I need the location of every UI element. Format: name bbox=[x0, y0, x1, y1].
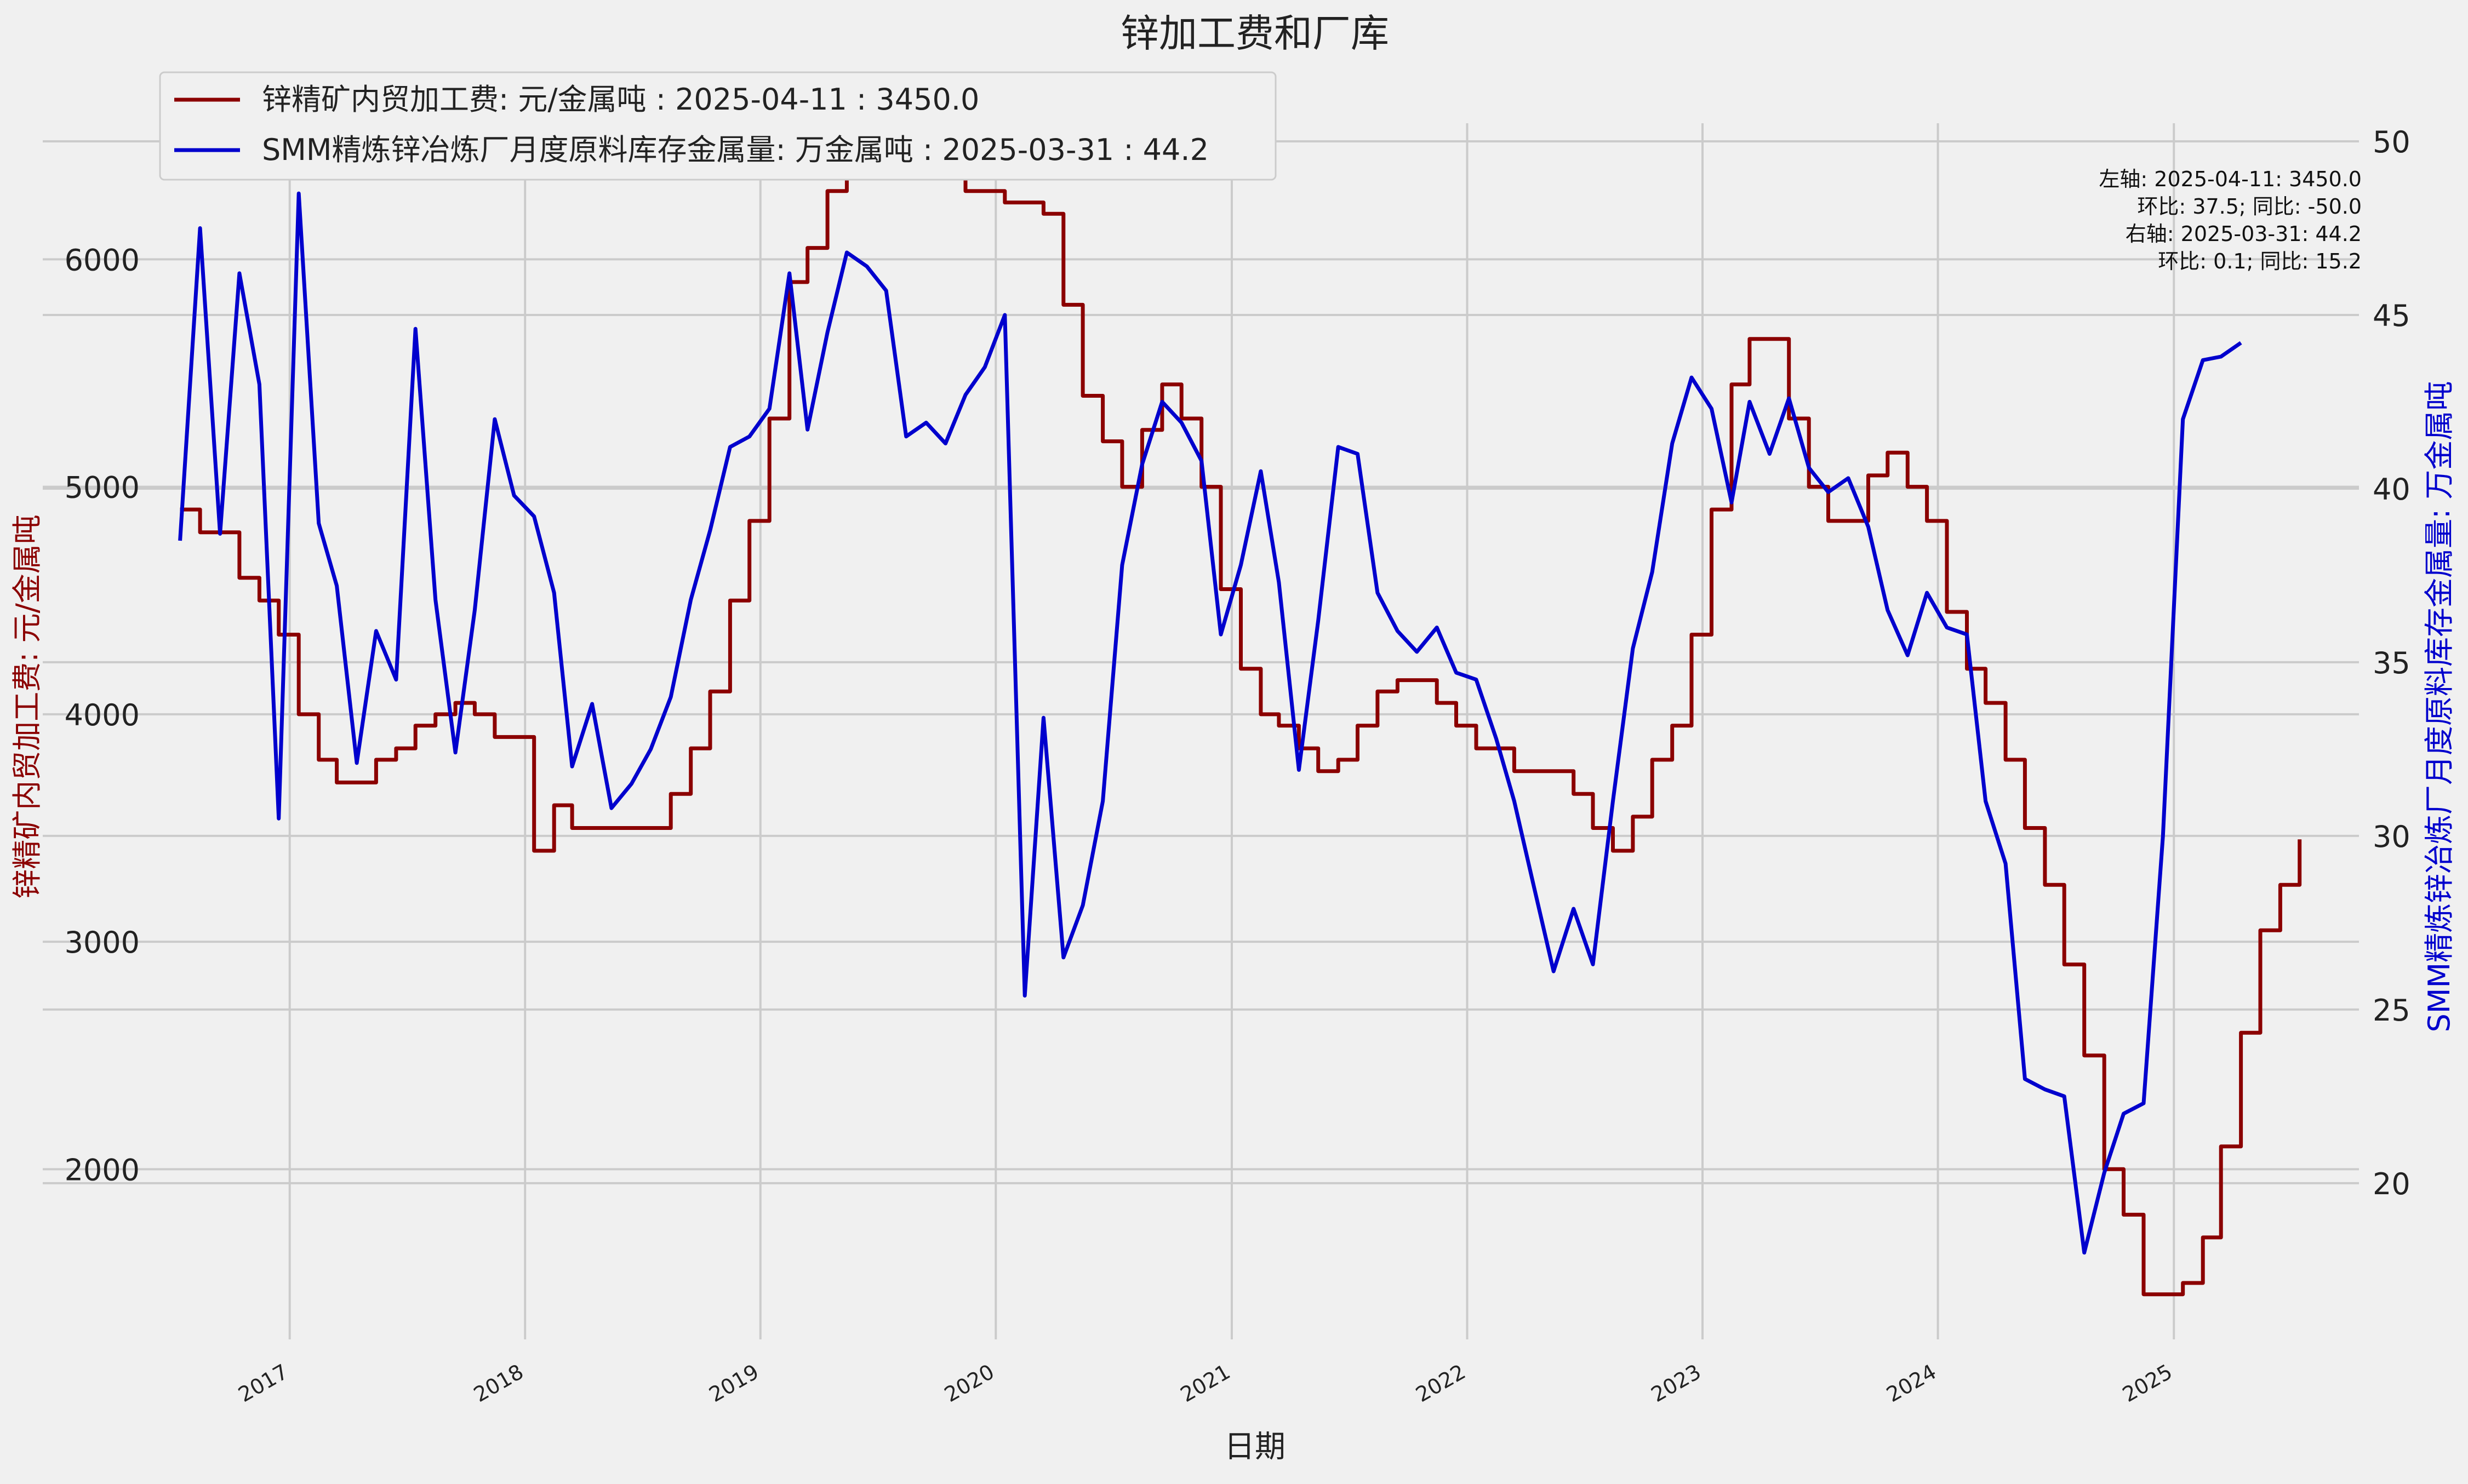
legend-box bbox=[159, 71, 1277, 181]
y-right-tick-label: 20 bbox=[2373, 1167, 2410, 1201]
inventory-series-path bbox=[178, 191, 2242, 1255]
x-axis-label: 日期 bbox=[1224, 1429, 1286, 1465]
y-right-tick-label: 50 bbox=[2373, 125, 2410, 159]
y-right-tick-label: 30 bbox=[2373, 820, 2410, 854]
y-left-tick-label: 2000 bbox=[65, 1153, 140, 1187]
y-right-tick-label: 45 bbox=[2373, 299, 2410, 333]
annotation-box: 左轴: 2025-04-11: 3450.0 环比: 37.5; 同比: -50… bbox=[2099, 167, 2362, 273]
series-tc-line bbox=[180, 144, 2302, 1297]
legend-label-tc: 锌精矿内贸加工费: 元/金属吨 : 2025-04-11 : 3450.0 bbox=[262, 82, 979, 117]
legend: 锌精矿内贸加工费: 元/金属吨 : 2025-04-11 : 3450.0 SM… bbox=[159, 71, 1277, 181]
y-axis-left-label: 锌精矿内贸加工费: 元/金属吨 bbox=[10, 514, 44, 899]
y-left-tick-label: 3000 bbox=[65, 925, 140, 960]
annotation-line-2: 环比: 37.5; 同比: -50.0 bbox=[2137, 194, 2362, 219]
tc-series-path bbox=[180, 144, 2302, 1297]
annotation-line-3: 右轴: 2025-03-31: 44.2 bbox=[2126, 222, 2362, 246]
y-right-tick-label: 35 bbox=[2373, 646, 2410, 680]
chart-title: 锌加工费和厂库 bbox=[1121, 11, 1389, 56]
series-inventory-line bbox=[178, 191, 2242, 1255]
y-right-tick-label: 40 bbox=[2373, 472, 2410, 507]
y-left-tick-label: 5000 bbox=[65, 471, 140, 505]
y-left-tick-label: 4000 bbox=[65, 698, 140, 732]
y-left-tick-label: 6000 bbox=[65, 243, 140, 277]
y-axis-right-label: SMM精炼锌冶炼厂月度原料库存金属量: 万金属吨 bbox=[2422, 381, 2456, 1033]
annotation-line-4: 环比: 0.1; 同比: 15.2 bbox=[2158, 249, 2362, 273]
y-right-tick-label: 25 bbox=[2373, 993, 2410, 1028]
legend-label-inventory: SMM精炼锌冶炼厂月度原料库存金属量: 万金属吨 : 2025-03-31 : … bbox=[262, 133, 1209, 167]
annotation-line-1: 左轴: 2025-04-11: 3450.0 bbox=[2099, 167, 2362, 191]
